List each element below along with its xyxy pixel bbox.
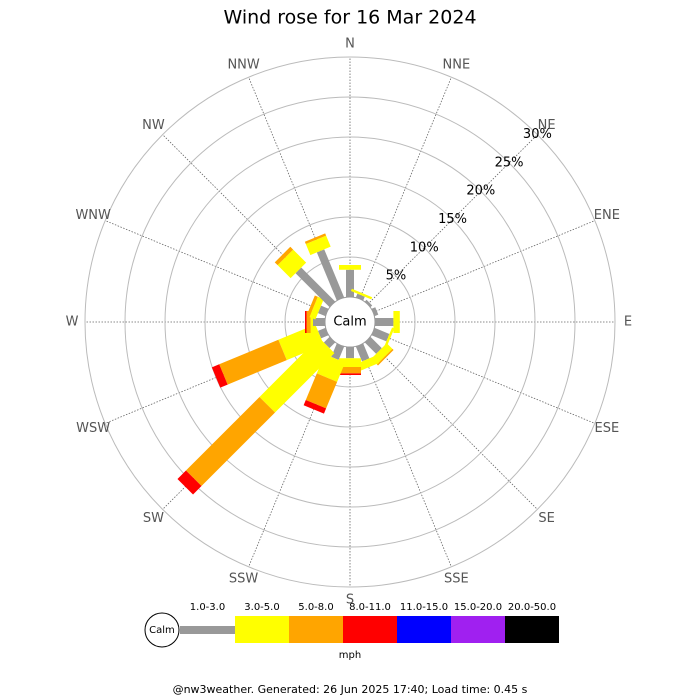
legend-swatch	[235, 616, 289, 643]
bar-segment	[304, 233, 327, 244]
calm-circle	[324, 296, 376, 348]
direction-label: S	[346, 593, 354, 608]
bar-segment	[317, 327, 329, 339]
direction-label: SSW	[229, 571, 259, 586]
legend-label: 15.0-20.0	[454, 602, 502, 613]
legend-swatch	[505, 616, 559, 643]
y-tick-label: 15%	[438, 212, 467, 227]
direction-label: NNE	[443, 58, 471, 73]
bar-segment	[316, 249, 345, 301]
y-tick-label: 5%	[386, 269, 407, 284]
bar-segment	[185, 396, 276, 487]
bar-segment	[376, 348, 394, 366]
grid-ring	[164, 136, 536, 508]
grid-ring	[244, 216, 456, 428]
bar-segment	[383, 327, 395, 349]
grid-ring	[124, 96, 576, 548]
bar-segment	[211, 364, 228, 388]
bar-segment	[306, 295, 318, 318]
legend-label: 11.0-15.0	[400, 602, 448, 613]
legend-calm-label: Calm	[149, 625, 175, 636]
legend-label: 20.0-50.0	[508, 602, 556, 613]
legend-calm-circle	[144, 612, 180, 648]
direction-label: ESE	[594, 421, 619, 436]
legend-swatch	[397, 616, 451, 643]
direction-label: SSE	[444, 571, 469, 586]
overlay: N NNE NE ENE E ESE SE SSE S SSW SW WSW W WNW NW NNW Calm…	[66, 37, 632, 648]
bar-segment	[346, 269, 354, 297]
bar-segment	[371, 307, 379, 317]
bar-segment	[317, 305, 329, 317]
direction-label: NW	[142, 118, 165, 133]
direction-label: N	[345, 37, 355, 52]
bar-segment	[331, 343, 345, 360]
direction-label: ENE	[594, 208, 620, 223]
grid-ring	[284, 256, 416, 388]
legend-label: 3.0-5.0	[244, 602, 279, 613]
bar-segment	[364, 299, 373, 308]
calm-label: Calm	[333, 315, 366, 330]
bar-segment	[305, 235, 331, 256]
bar-segment	[393, 311, 400, 333]
bar-segment	[339, 367, 361, 374]
y-tick-label: 10%	[410, 240, 439, 255]
bar-segment	[364, 336, 382, 354]
bar-segment	[339, 265, 361, 270]
bar-segment	[274, 246, 294, 266]
y-tick-label: 30%	[523, 127, 552, 142]
direction-label: SE	[538, 511, 554, 526]
legend-swatch	[451, 616, 505, 643]
y-tick-label: 20%	[466, 184, 495, 199]
bar-segment	[303, 400, 327, 414]
bar-segment	[371, 327, 390, 342]
legend-swatch	[180, 626, 235, 634]
unit-label: mph	[339, 650, 361, 661]
bar-segment	[219, 339, 287, 385]
legend-label: 8.0-11.0	[349, 602, 391, 613]
legend-swatch	[343, 616, 397, 643]
direction-label: WNW	[75, 208, 111, 223]
direction-label: WSW	[76, 421, 110, 436]
grid-ring	[204, 176, 496, 468]
bar-segment	[339, 358, 361, 367]
chart-title: Wind rose for 16 Mar 2024	[223, 7, 476, 29]
direction-label: W	[66, 315, 79, 330]
footer: @nw3weather. Generated: 26 Jun 2025 17:4…	[173, 683, 528, 696]
bar-segment	[278, 324, 324, 361]
direction-label: NE	[538, 118, 556, 133]
direction-label: SW	[143, 511, 164, 526]
bar-segment	[305, 311, 307, 333]
bars	[177, 233, 400, 495]
bar-segment	[350, 288, 373, 300]
direction-label: E	[624, 315, 632, 330]
bar-segment	[355, 293, 365, 301]
bar-segment	[309, 296, 324, 320]
bar-segment	[375, 318, 394, 326]
bar-segment	[339, 373, 361, 375]
bar-segment	[295, 267, 336, 308]
legend-swatch	[289, 616, 343, 643]
y-tick-label: 25%	[495, 155, 524, 170]
bar-segment	[259, 337, 335, 413]
bar-segment	[346, 347, 354, 359]
grid-ring	[84, 56, 616, 588]
bar-segment	[355, 343, 370, 362]
bar-segment	[177, 470, 202, 495]
bar-segment	[305, 373, 338, 409]
bar-segment	[277, 249, 307, 279]
bar-segment	[313, 318, 325, 326]
bar-segment	[355, 355, 379, 372]
legend-label: 1.0-3.0	[190, 602, 225, 613]
legend-label: 5.0-8.0	[298, 602, 333, 613]
direction-label: NNW	[227, 58, 259, 73]
